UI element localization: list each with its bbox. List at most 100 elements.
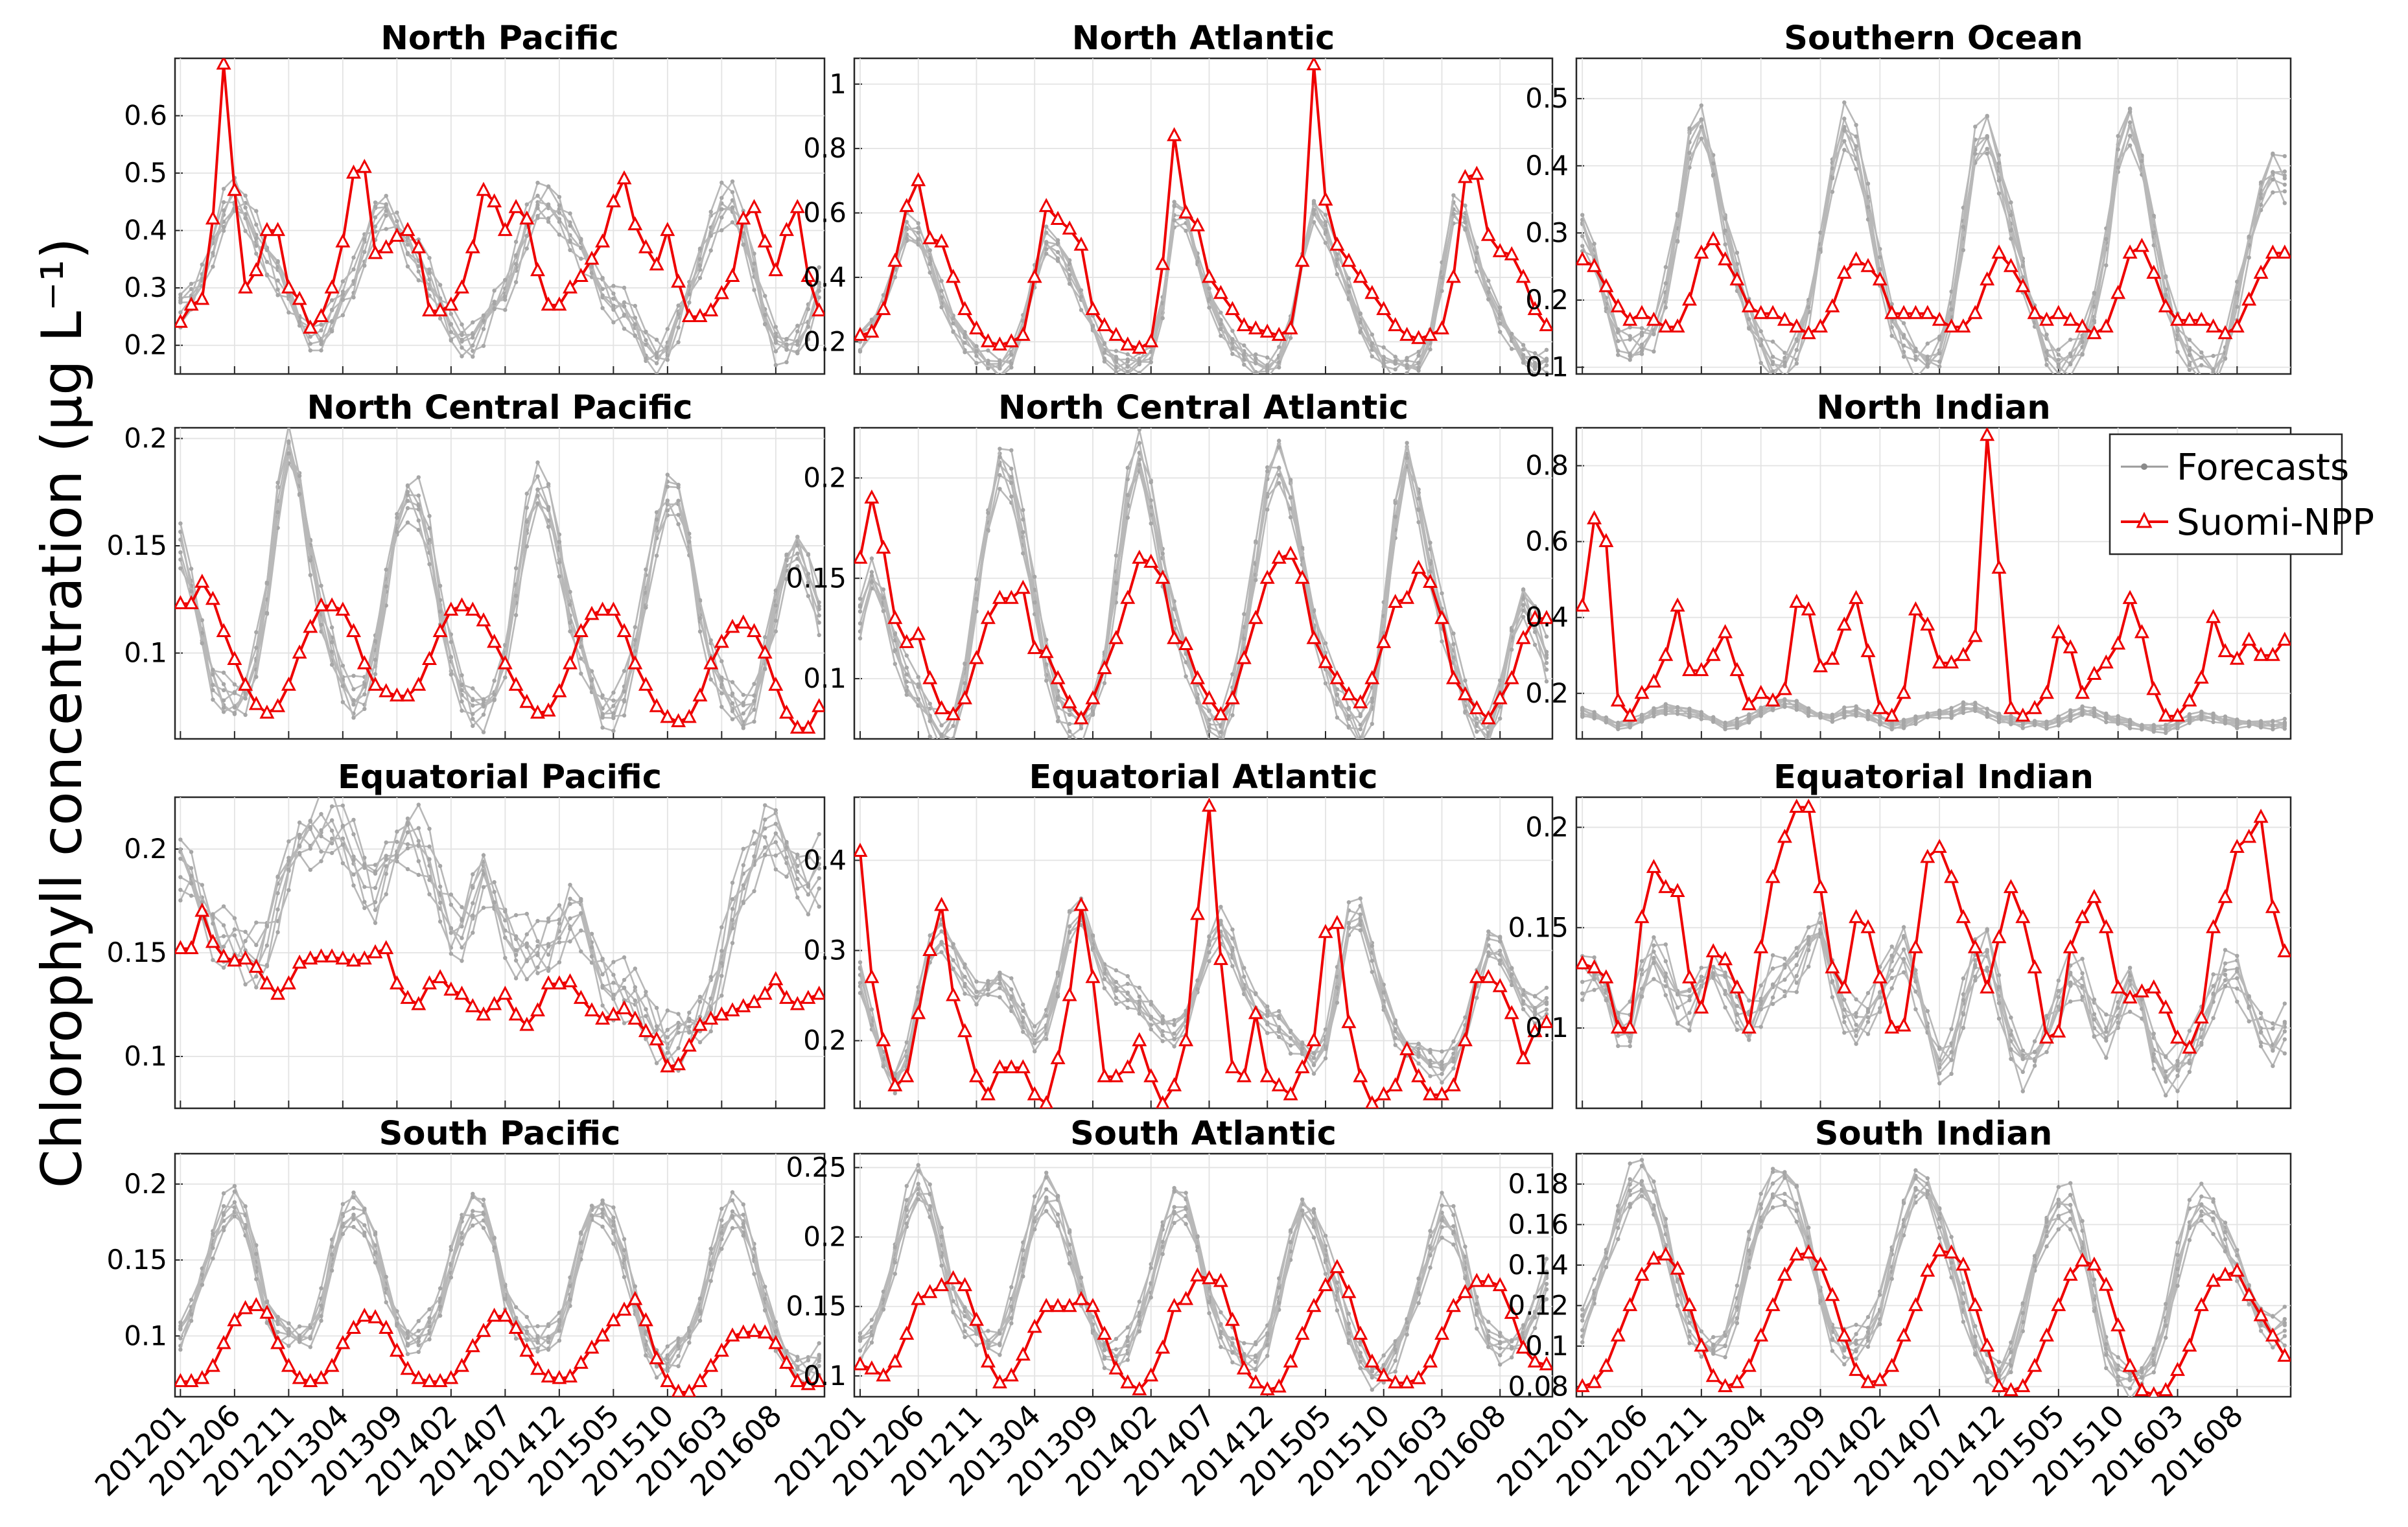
forecast-point	[1937, 1066, 1942, 1070]
forecast-point	[513, 253, 519, 257]
forecast-point	[275, 287, 280, 292]
forecast-point	[362, 856, 367, 860]
forecast-point	[1067, 930, 1072, 935]
suomi-npp-point	[992, 589, 1007, 604]
forecast-point	[2211, 991, 2215, 996]
forecast-point	[427, 562, 432, 566]
suomi-npp-point	[1353, 268, 1368, 283]
forecast-point	[2164, 1075, 2168, 1080]
forecast-point	[524, 944, 529, 950]
forecast-point	[708, 1006, 713, 1011]
forecast-point	[221, 965, 226, 970]
suomi-npp-point	[957, 690, 972, 705]
forecast-point	[535, 938, 540, 944]
forecast-point	[1842, 705, 1847, 710]
forecast-point	[1794, 973, 1799, 979]
forecast-point	[211, 958, 215, 962]
forecast-point	[373, 204, 378, 209]
suomi-npp-point	[1967, 305, 1983, 320]
forecast-point	[1711, 964, 1716, 969]
forecast-point	[904, 1055, 909, 1059]
forecast-point	[2187, 1029, 2192, 1033]
forecast-point	[1544, 635, 1549, 639]
suomi-npp-point	[595, 601, 611, 616]
forecast-point	[2092, 1034, 2097, 1038]
forecast-point	[384, 567, 388, 572]
suomi-npp-point	[1480, 969, 1496, 983]
forecast-point	[329, 804, 334, 809]
forecast-point	[730, 220, 735, 225]
forecast-point	[1794, 951, 1799, 956]
forecast-point	[633, 649, 637, 654]
forecast-point	[416, 493, 421, 498]
forecast-point	[1044, 1013, 1049, 1018]
forecast-point	[1172, 218, 1176, 222]
forecast-point	[1125, 981, 1130, 986]
forecast-point	[460, 699, 464, 704]
suomi-npp-point	[476, 181, 491, 196]
forecast-point	[384, 584, 388, 589]
suomi-npp-point	[957, 301, 972, 316]
forecast-point	[622, 327, 627, 331]
forecast-point	[568, 939, 572, 944]
forecast-point	[405, 822, 410, 827]
forecast-point	[2080, 994, 2085, 999]
forecast-point	[1580, 213, 1585, 217]
forecast-point	[1735, 1020, 1740, 1025]
forecast-point	[2282, 154, 2287, 159]
suomi-npp-point	[1213, 951, 1228, 965]
forecast-point	[1532, 364, 1537, 369]
forecast-point	[351, 883, 356, 888]
suomi-npp-point	[876, 301, 891, 316]
forecast-point	[460, 688, 464, 693]
forecast-point	[1747, 326, 1751, 331]
forecast-point	[1044, 241, 1049, 246]
suomi-npp-point	[1038, 198, 1054, 213]
forecast-point	[806, 324, 811, 329]
forecast-point	[1699, 717, 1703, 721]
forecast-point	[858, 960, 863, 964]
forecast-point	[2199, 709, 2204, 714]
forecast-point	[1370, 354, 1374, 358]
forecast-point	[904, 679, 909, 684]
suomi-npp-point	[980, 609, 996, 624]
forecast-point	[2175, 726, 2180, 731]
forecast-point	[697, 1318, 703, 1323]
forecast-point	[1510, 972, 1514, 977]
forecast-point	[1794, 705, 1799, 709]
forecast-point	[2187, 717, 2192, 722]
forecast-point	[535, 193, 540, 198]
forecast-point	[1207, 725, 1211, 730]
forecast-point	[351, 1190, 356, 1195]
forecast-point	[1230, 672, 1235, 677]
forecast-point	[858, 621, 863, 625]
forecast-point	[904, 692, 909, 697]
suomi-npp-point	[1027, 640, 1042, 655]
suomi-npp-point	[616, 623, 632, 637]
forecast-point	[513, 958, 519, 963]
forecast-point	[951, 942, 955, 946]
forecast-point	[1044, 224, 1049, 229]
suomi-npp-point	[1445, 268, 1461, 283]
suomi-npp-point	[660, 708, 675, 723]
suomi-npp-point	[934, 700, 950, 714]
forecast-point	[795, 535, 800, 539]
forecast-point	[329, 818, 334, 822]
forecast-point	[568, 248, 572, 252]
forecast-point	[1652, 977, 1656, 981]
forecast-point	[1219, 730, 1223, 734]
forecast-point	[600, 983, 605, 988]
forecast-point	[2080, 704, 2085, 709]
forecast-point	[1288, 506, 1293, 511]
forecast-point	[1830, 995, 1835, 999]
forecast-point	[708, 638, 713, 643]
suomi-npp-point	[432, 623, 448, 637]
forecast-point	[1486, 953, 1491, 958]
suomi-npp-point	[248, 695, 264, 710]
forecast-point	[986, 981, 990, 986]
forecast-point	[2223, 972, 2228, 977]
forecast-point	[1358, 311, 1362, 316]
forecast-point	[362, 692, 367, 697]
forecast-point	[1592, 972, 1596, 977]
